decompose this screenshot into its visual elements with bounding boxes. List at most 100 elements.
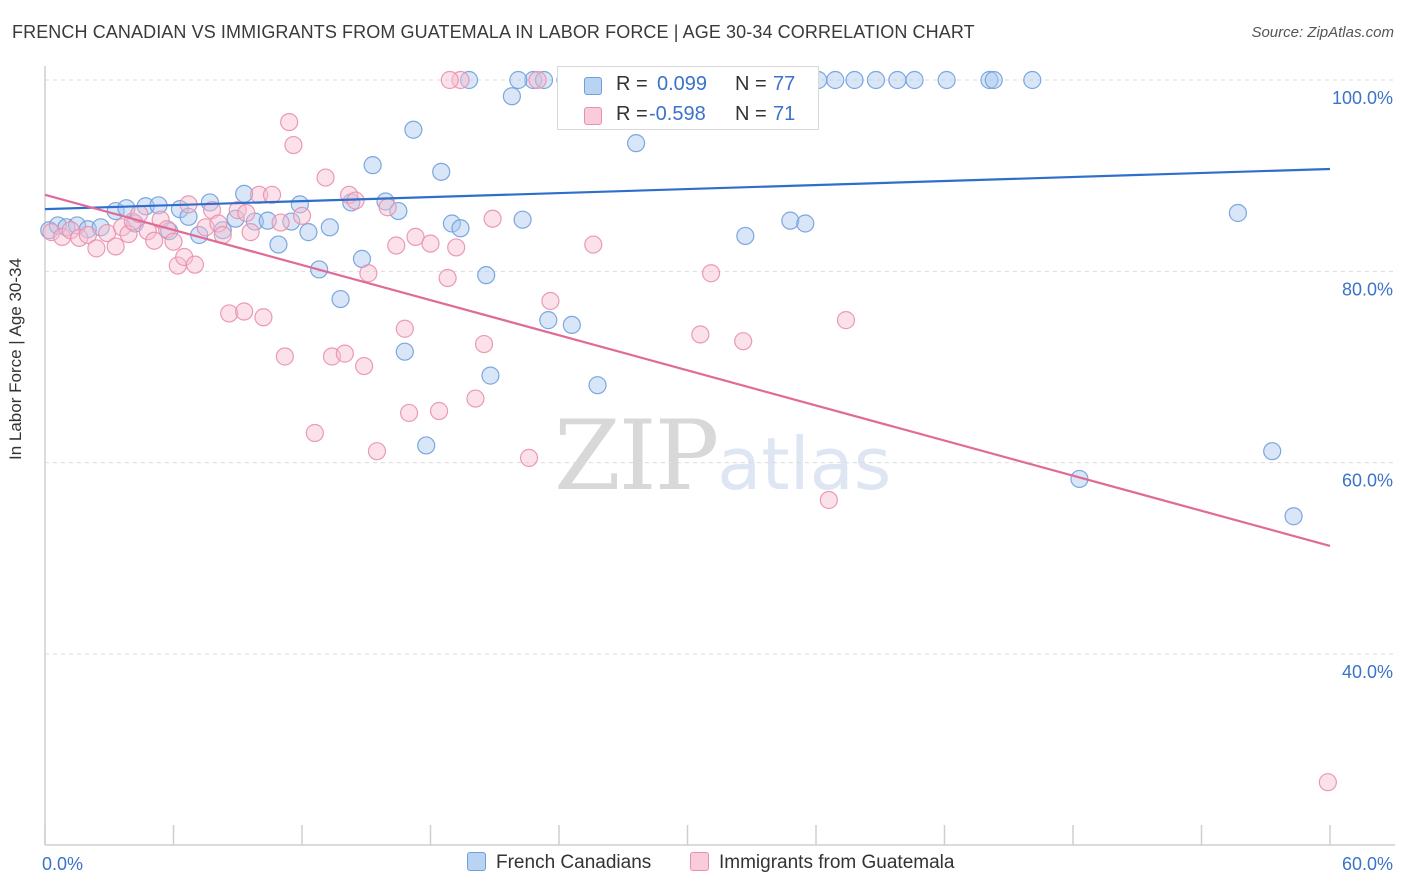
data-point — [474, 334, 494, 354]
legend-item-immigrants-from-guatemala: Immigrants from Guatemala — [690, 852, 954, 874]
data-point — [796, 214, 815, 233]
legend-n-label: N = — [735, 73, 767, 95]
data-point — [451, 70, 470, 90]
tick-labels: 40.0% 60.0% 80.0% 100.0% 0.0% 60.0% — [42, 88, 1393, 874]
data-point — [701, 264, 721, 283]
y-tick-label: 40.0% — [1342, 662, 1393, 682]
data-point — [406, 227, 425, 246]
data-point — [1284, 507, 1303, 526]
data-point — [584, 235, 603, 254]
data-point — [528, 70, 547, 90]
data-point — [335, 344, 354, 363]
data-point — [432, 162, 451, 181]
x-tick-label: 0.0% — [42, 854, 83, 874]
data-point — [271, 213, 290, 232]
data-point — [1318, 773, 1337, 792]
x-tick-label: 60.0% — [1342, 854, 1393, 874]
data-point — [562, 315, 581, 335]
data-point — [241, 223, 260, 242]
data-point — [417, 436, 436, 455]
data-point — [1023, 70, 1042, 90]
data-point — [151, 210, 170, 229]
data-point — [534, 70, 554, 90]
data-point — [235, 302, 254, 321]
data-point — [179, 207, 198, 226]
data-point — [387, 236, 406, 255]
data-point — [481, 366, 500, 385]
data-point — [937, 70, 956, 90]
data-point — [819, 490, 838, 510]
legend-r-label: R = — [616, 73, 648, 95]
source-label: Source: ZipAtlas.com — [1251, 24, 1394, 41]
watermark-atlas: atlas — [717, 422, 892, 506]
trend-lines — [44, 167, 1331, 547]
legend-row-french-canadians: R = 0.099 N = 77 — [558, 71, 818, 101]
data-point — [1228, 203, 1248, 223]
data-point — [292, 206, 312, 225]
legend-r-label: R = — [616, 103, 648, 125]
data-point — [395, 319, 414, 338]
data-point — [320, 218, 339, 237]
legend-label-immigrants-from-guatemala: Immigrants from Guatemala — [719, 852, 955, 873]
data-point — [185, 255, 205, 274]
data-point — [395, 342, 414, 361]
data-point — [87, 239, 106, 258]
legend-n-value: 77 — [773, 73, 796, 95]
data-point — [541, 291, 560, 311]
series-legend: French Canadians Immigrants from Guatema… — [0, 852, 1406, 878]
data-point — [404, 120, 423, 139]
data-point — [316, 168, 335, 187]
data-point — [539, 311, 558, 330]
data-point — [519, 448, 539, 467]
data-point — [237, 203, 256, 223]
legend-swatch-blue — [584, 77, 602, 95]
data-point — [736, 226, 755, 246]
series-french-canadians — [40, 70, 1303, 526]
data-point — [42, 223, 61, 242]
data-point — [866, 70, 886, 90]
data-point — [502, 87, 521, 106]
data-point — [980, 70, 999, 90]
legend-swatch-blue — [467, 852, 486, 871]
data-point — [440, 70, 459, 90]
data-point — [220, 304, 239, 323]
legend-r-value: 0.099 — [657, 73, 708, 95]
chart-title: FRENCH CANADIAN VS IMMIGRANTS FROM GUATE… — [12, 22, 975, 42]
data-point — [275, 347, 294, 366]
data-point — [399, 403, 419, 423]
data-point — [421, 234, 440, 253]
data-point — [466, 389, 485, 408]
y-axis-label: In Labor Force | Age 30-34 — [6, 258, 25, 460]
y-tick-label: 80.0% — [1342, 279, 1393, 299]
watermark: ZIPatlas — [554, 400, 891, 512]
data-point — [451, 219, 470, 238]
data-point — [826, 70, 845, 90]
data-point — [280, 112, 299, 132]
watermark-zip: ZIP — [554, 400, 719, 512]
data-point — [626, 134, 646, 153]
data-point — [106, 237, 125, 256]
correlation-legend: R = 0.099 N = 77 R = -0.598 N = 71 — [557, 66, 819, 130]
data-point — [888, 70, 907, 90]
data-point — [588, 376, 607, 395]
data-point — [367, 442, 387, 461]
data-point — [363, 156, 382, 175]
data-point — [836, 311, 856, 330]
trend-line-immigrants-from-guatemala — [44, 193, 1331, 547]
data-point — [845, 70, 864, 90]
data-point — [734, 332, 753, 351]
legend-swatch-pink — [690, 852, 709, 871]
data-point — [164, 232, 183, 251]
data-point — [262, 185, 282, 204]
data-point — [305, 423, 324, 443]
legend-row-immigrants-from-guatemala: R = -0.598 N = 71 — [558, 101, 818, 131]
legend-item-french-canadians: French Canadians — [467, 852, 651, 874]
legend-swatch-pink — [584, 107, 602, 125]
y-tick-label: 100.0% — [1332, 88, 1393, 108]
gridlines — [45, 79, 1395, 655]
data-point — [145, 231, 164, 250]
data-point — [254, 308, 273, 327]
data-point — [509, 70, 528, 90]
data-point — [447, 238, 466, 257]
data-point — [78, 225, 97, 245]
